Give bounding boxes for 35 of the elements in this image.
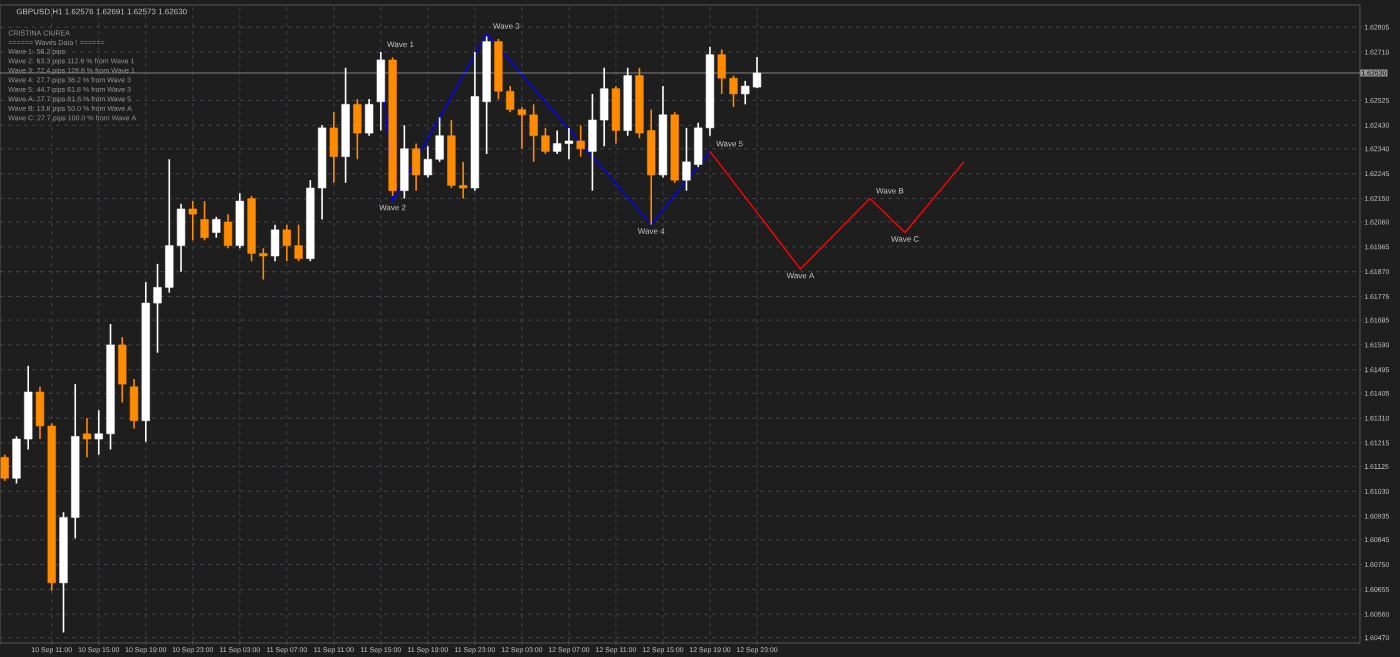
annotation: Wave 3 <box>492 23 520 29</box>
candlestick <box>282 223 291 263</box>
annotation: Wave A <box>786 272 815 279</box>
candlestick <box>517 106 527 150</box>
chart-title: GBPUSD,H1 1.62576 1.62691 1.62573 1.62630 <box>16 8 187 16</box>
candlestick <box>188 200 197 242</box>
candlestick <box>682 127 691 192</box>
annotation: Wave C <box>891 236 919 242</box>
candlestick <box>435 116 444 163</box>
candlestick <box>741 80 750 106</box>
annotation: Wave 1 <box>387 41 414 48</box>
candlestick <box>752 56 762 89</box>
candlestick <box>82 417 92 459</box>
candlestick <box>153 263 162 354</box>
candlestick <box>294 223 303 263</box>
candlestick <box>529 103 538 163</box>
candlestick <box>729 74 738 108</box>
candlestick <box>564 127 574 161</box>
candlestick <box>94 409 103 456</box>
annotation: Wave 4 <box>637 228 665 234</box>
candlestick <box>506 85 515 113</box>
candlestick <box>200 200 209 242</box>
candlestick <box>717 48 726 95</box>
candlestick <box>553 129 562 155</box>
candlestick <box>259 247 268 281</box>
candlestick <box>541 127 550 155</box>
candlestick <box>0 453 9 482</box>
annotation: Wave 2 <box>379 204 406 211</box>
annotation: Wave B <box>876 187 904 194</box>
candlestick <box>423 145 433 179</box>
candlestick <box>458 161 468 200</box>
candlestick <box>576 124 585 158</box>
candlestick <box>212 215 221 239</box>
candlestick <box>223 213 233 249</box>
annotation: Wave 5 <box>716 140 743 147</box>
